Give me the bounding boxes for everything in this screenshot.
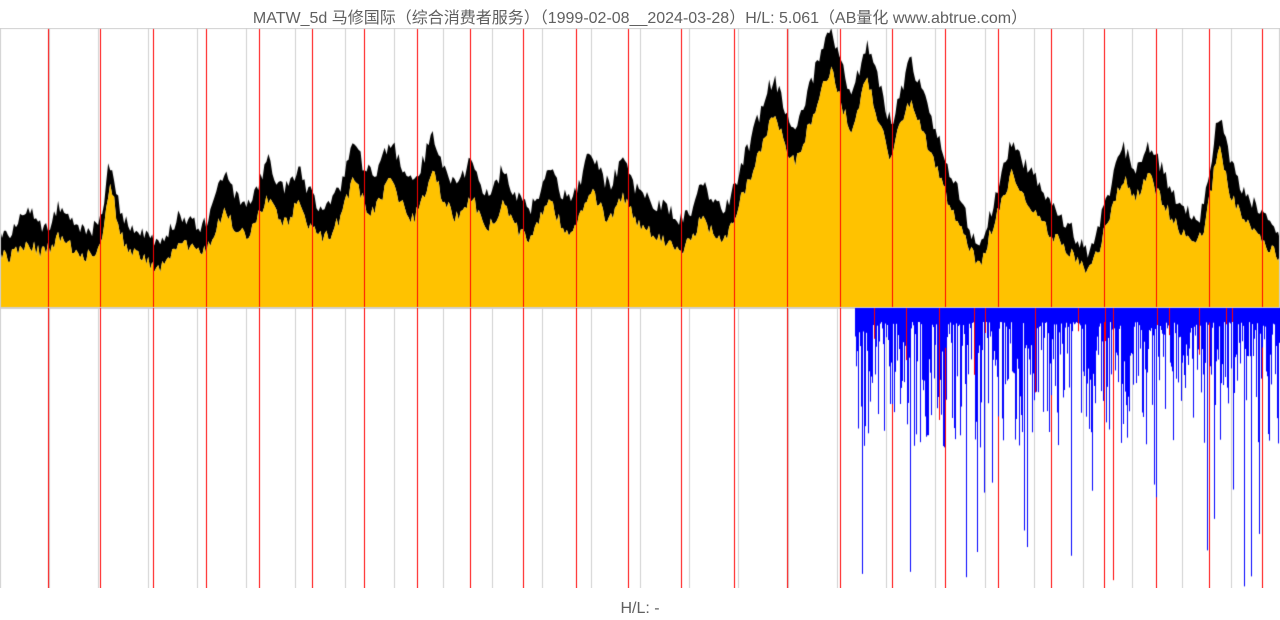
price-chart <box>0 28 1280 588</box>
chart-title: MATW_5d 马修国际（综合消费者服务）（1999-02-08__2024-0… <box>0 4 1280 28</box>
chart-footer: H/L: - <box>0 600 1280 618</box>
